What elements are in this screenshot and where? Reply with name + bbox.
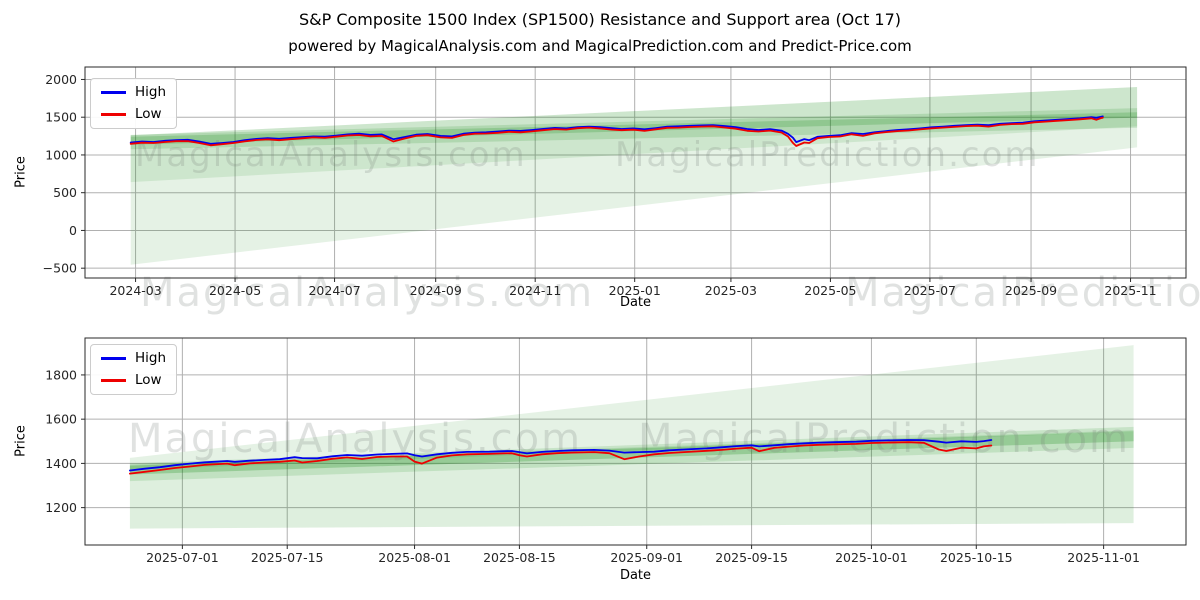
svg-text:1800: 1800 (45, 367, 77, 382)
lines-and-axes-layer: 2024-03 2024-05 2024-07 2024-09 2024-11 2025-… (43, 66, 1187, 565)
svg-text:2025-11: 2025-11 (1104, 283, 1156, 298)
svg-text:2000: 2000 (45, 72, 77, 87)
svg-text:2025-07: 2025-07 (904, 283, 956, 298)
svg-text:2025-10-15: 2025-10-15 (940, 550, 1013, 565)
svg-text:2025-05: 2025-05 (804, 283, 856, 298)
legend-item-low: Low (101, 371, 166, 389)
legend-top-chart: High Low (90, 78, 178, 130)
page-title: S&P Composite 1500 Index (SP1500) Resist… (298, 10, 902, 29)
legend-item-low: Low (101, 105, 166, 123)
svg-text:2025-09-01: 2025-09-01 (610, 550, 683, 565)
svg-text:1500: 1500 (45, 110, 77, 125)
watermark-magicalanalysis: MagicalAnalysis.com (128, 416, 582, 462)
svg-text:2025-10-01: 2025-10-01 (835, 550, 908, 565)
high-line-swatch (101, 357, 126, 361)
legend-item-high: High (101, 84, 167, 101)
svg-text:2025-09-15: 2025-09-15 (715, 550, 788, 565)
svg-text:1600: 1600 (45, 412, 77, 427)
svg-text:2024-09: 2024-09 (410, 283, 462, 298)
low-line-swatch (101, 378, 126, 382)
legend-bottom-chart: High Low (90, 344, 178, 396)
svg-text:2025-07-01: 2025-07-01 (146, 550, 219, 565)
svg-text:1200: 1200 (45, 500, 77, 515)
svg-text:2025-08-15: 2025-08-15 (483, 550, 556, 565)
svg-text:1000: 1000 (45, 147, 77, 162)
legend-item-high: High (101, 350, 167, 367)
svg-text:2025-03: 2025-03 (705, 283, 757, 298)
svg-text:2025-11-01: 2025-11-01 (1067, 550, 1140, 565)
svg-text:2025-01: 2025-01 (609, 283, 661, 298)
low-line-swatch (101, 112, 126, 116)
x-axis-label-bottom: Date (619, 568, 652, 583)
page-subtitle: powered by MagicalAnalysis.com and Magic… (288, 37, 912, 55)
svg-text:2024-07: 2024-07 (308, 283, 360, 298)
watermark-magicalprediction: MagicalPrediction.com (638, 416, 1130, 462)
svg-text:2025-08-01: 2025-08-01 (378, 550, 451, 565)
svg-text:2024-11: 2024-11 (509, 283, 561, 298)
watermark-magicalprediction: MagicalPrediction.com (615, 135, 1040, 175)
svg-text:500: 500 (53, 185, 77, 200)
legend-label-low: Low (135, 371, 162, 388)
high-line-swatch (101, 91, 126, 95)
svg-text:−500: −500 (43, 261, 77, 276)
x-axis-label-top: Date (619, 295, 652, 310)
y-axis-label-top: Price (13, 156, 29, 188)
svg-text:0: 0 (69, 223, 77, 238)
svg-text:2024-05: 2024-05 (209, 283, 261, 298)
legend-label-low: Low (135, 105, 162, 122)
svg-text:1400: 1400 (45, 456, 77, 471)
svg-text:2025-07-15: 2025-07-15 (251, 550, 324, 565)
svg-text:2024-03: 2024-03 (109, 283, 161, 298)
legend-label-high: High (135, 350, 167, 366)
y-axis-label-bottom: Price (13, 425, 29, 457)
legend-label-high: High (135, 84, 167, 100)
svg-text:2025-09: 2025-09 (1005, 283, 1057, 298)
